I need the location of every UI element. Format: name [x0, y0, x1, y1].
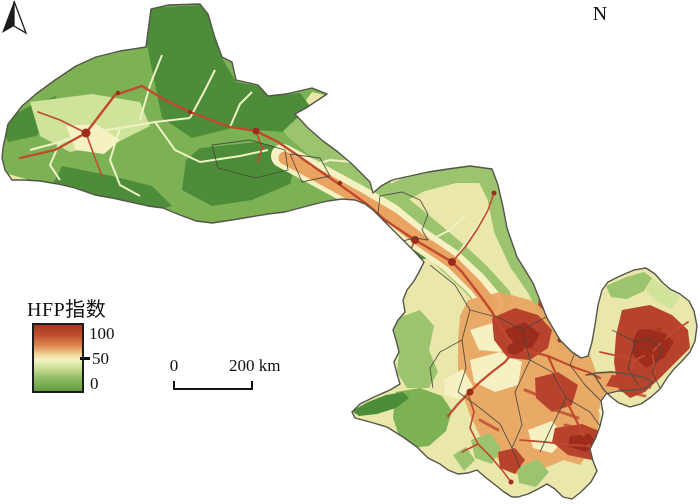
pale-road: [154, 121, 201, 163]
road: [514, 346, 602, 380]
city-markers: [81, 90, 666, 485]
terrain-patch-green: [517, 459, 549, 487]
terrain-patch-dark: [52, 166, 172, 214]
road: [467, 393, 491, 457]
terrain-patch-pale: [646, 278, 680, 309]
city-marker: [466, 388, 474, 396]
pale-road: [85, 117, 191, 134]
city-marker: [115, 90, 121, 96]
terrain-corridor-orange: [278, 151, 499, 313]
legend-label-100: 100: [89, 324, 115, 343]
pale-roads: [29, 54, 491, 259]
road: [255, 130, 263, 163]
city-marker: [580, 436, 590, 446]
terrain-patch-cream: [444, 369, 473, 399]
terrain-gannan-green: [393, 388, 452, 448]
legend-label-50: 50: [92, 349, 109, 368]
terrain-red-blob: [498, 448, 525, 474]
pale-road: [229, 91, 253, 128]
north-arrow-left-half: [2, 1, 14, 33]
admin-boundary: [429, 339, 463, 389]
road: [461, 443, 479, 453]
north-arrow-icon: [2, 0, 28, 35]
road: [489, 455, 512, 483]
city-marker: [411, 236, 419, 244]
main-corridor-road: [18, 84, 518, 350]
scale-start-label: 0: [169, 356, 179, 375]
city-marker: [643, 347, 653, 357]
terrain-patch-cream: [470, 352, 522, 392]
terrain-patch-green: [394, 310, 438, 388]
pale-road: [139, 54, 163, 121]
mottle: [478, 418, 500, 432]
terrain-patch-dark: [140, 5, 310, 138]
pale-road: [108, 127, 141, 197]
mottle: [638, 323, 670, 335]
scale-end-label: 200 km: [229, 356, 281, 375]
terrain-patch-green: [606, 272, 652, 299]
terrain-red-blob: [606, 375, 645, 388]
city-marker: [252, 127, 260, 135]
admin-boundary: [611, 329, 663, 389]
legend-gradient-box: [32, 323, 84, 393]
admin-boundary: [211, 139, 289, 179]
terrain-patch-pale: [30, 94, 150, 152]
road: [451, 192, 495, 263]
pale-road: [199, 149, 269, 163]
road: [627, 359, 636, 379]
city-marker: [337, 180, 343, 186]
scale-bracket: [173, 381, 253, 390]
pale-road: [189, 69, 216, 119]
mottle: [563, 423, 592, 433]
terrain-west-finger: [352, 392, 409, 416]
road: [446, 346, 518, 418]
legend-title: HFP指数: [27, 299, 107, 321]
terrain-red-core: [505, 322, 540, 348]
city-marker: [448, 258, 456, 266]
pale-road: [429, 214, 467, 241]
terrain-patch-green: [471, 433, 501, 464]
north-label: N: [592, 3, 608, 25]
admin-boundary: [429, 264, 471, 393]
admin-boundary: [627, 341, 639, 386]
city-marker: [508, 479, 514, 485]
mottle: [628, 308, 658, 320]
road: [85, 132, 103, 177]
admin-boundary: [565, 397, 601, 427]
city-marker: [491, 190, 497, 196]
north-arrow-right-half: [13, 0, 28, 35]
legend-label-0: 0: [90, 374, 99, 393]
terrain-patch-green: [453, 447, 475, 471]
city-marker: [612, 437, 618, 443]
road: [37, 111, 87, 134]
city-marker: [658, 336, 666, 344]
admin-boundary: [457, 391, 521, 469]
city-marker: [187, 109, 193, 115]
legend-tick-50: [80, 357, 90, 360]
admin-boundary: [289, 153, 331, 183]
city-marker-large: [507, 341, 525, 355]
mottle: [523, 388, 547, 400]
city-marker: [81, 128, 91, 138]
province-outline: [1, 3, 698, 500]
pale-road: [309, 158, 353, 167]
terrain-patch-cream: [66, 124, 120, 154]
pale-road: [454, 204, 491, 259]
